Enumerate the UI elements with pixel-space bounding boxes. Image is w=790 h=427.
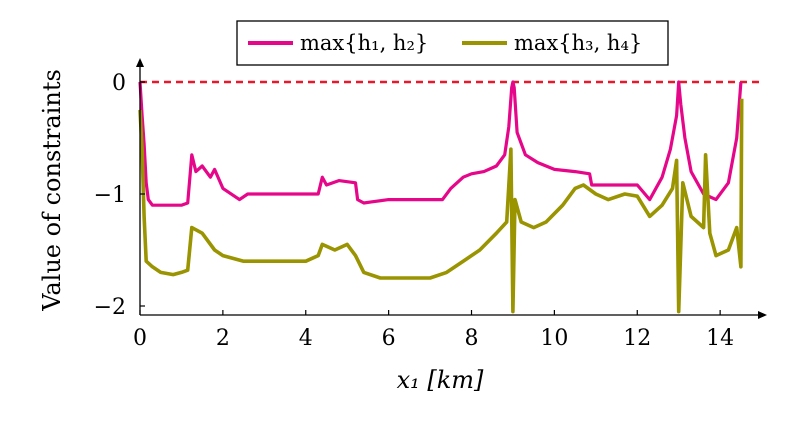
legend-box xyxy=(236,20,669,66)
y-tick-label: 0 xyxy=(112,71,126,96)
legend-label-series-1: max{h₁, h₂} xyxy=(300,31,428,55)
x-tick-label: 12 xyxy=(623,326,651,351)
x-tick-label: 6 xyxy=(382,326,396,351)
x-tick-label: 2 xyxy=(216,326,230,351)
legend: max{h₁, h₂} max{h₃, h₄} xyxy=(236,20,669,66)
y-axis-label: Value of constraints xyxy=(38,69,66,312)
x-tick-label: 8 xyxy=(465,326,479,351)
y-axis-arrow xyxy=(136,58,144,67)
x-tick-label: 4 xyxy=(299,326,313,351)
legend-label-series-2: max{h₃, h₄} xyxy=(514,31,642,55)
x-tick-label: 10 xyxy=(540,326,568,351)
y-tick-label: −1 xyxy=(94,183,126,208)
x-tick-label: 14 xyxy=(706,326,734,351)
x-tick-label: 0 xyxy=(133,326,147,351)
x-axis-arrow xyxy=(758,311,767,319)
series-line-1 xyxy=(138,80,743,207)
x-axis-label: x₁ [km] xyxy=(397,366,484,394)
series-line-2 xyxy=(138,98,744,314)
y-tick-label: −2 xyxy=(94,295,126,320)
